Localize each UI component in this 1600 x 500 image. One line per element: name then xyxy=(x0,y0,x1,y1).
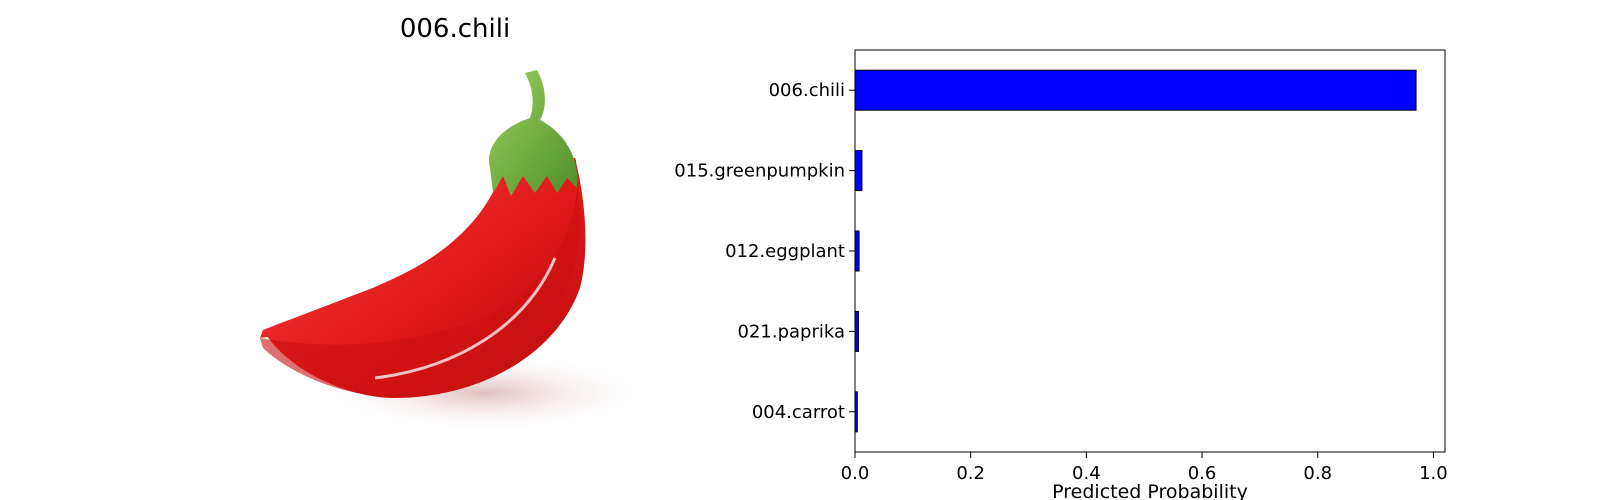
x-tick-label: 0.0 xyxy=(841,463,870,484)
plot-frame xyxy=(854,49,1446,453)
x-tick-label: 1.0 xyxy=(1419,463,1448,484)
bar xyxy=(854,230,860,272)
bar xyxy=(854,69,1417,111)
y-tick-label: 021.paprika xyxy=(738,321,846,342)
pepper-highlight xyxy=(374,257,557,380)
x-tick-label: 0.4 xyxy=(1072,463,1101,484)
y-tick-label: 012.eggplant xyxy=(725,241,845,262)
x-tick-label: 0.8 xyxy=(1303,463,1332,484)
x-axis-label: Predicted Probability xyxy=(1052,481,1248,500)
chili-pepper-image xyxy=(260,70,655,433)
bar xyxy=(854,150,863,192)
pepper-stem xyxy=(489,70,578,196)
bar xyxy=(854,310,859,352)
y-tick-label: 015.greenpumpkin xyxy=(674,161,845,182)
image-title: 006.chili xyxy=(399,14,511,44)
y-tick-label: 004.carrot xyxy=(752,402,845,423)
x-tick-label: 0.2 xyxy=(956,463,985,484)
x-tick-label: 0.6 xyxy=(1188,463,1217,484)
y-tick-label: 006.chili xyxy=(769,80,845,101)
